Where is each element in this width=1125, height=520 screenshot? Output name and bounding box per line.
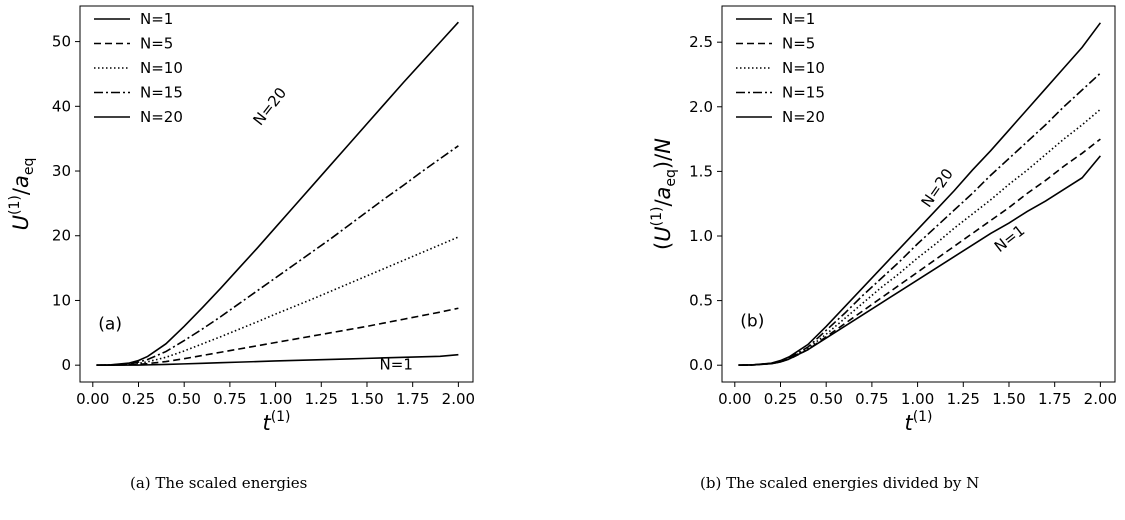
x-tick-label: 2.00 — [1084, 390, 1117, 408]
x-tick-label: 0.00 — [76, 390, 109, 408]
legend-label: N=5 — [782, 35, 815, 53]
legend-label: N=10 — [140, 59, 183, 77]
x-tick-label: 1.50 — [350, 390, 383, 408]
x-tick-label: 1.75 — [1038, 390, 1071, 408]
y-tick-label: 0.0 — [689, 356, 713, 374]
legend-label: N=5 — [140, 35, 173, 53]
curve-annotation: N=20 — [918, 165, 957, 210]
curve-annotation: N=1 — [991, 221, 1028, 256]
y-tick-label: 0.5 — [689, 292, 713, 310]
curve-annotation: N=1 — [380, 356, 413, 374]
y-tick-label: 1.5 — [689, 162, 713, 180]
y-tick-label: 50 — [52, 33, 71, 51]
y-tick-label: 10 — [52, 291, 71, 309]
legend-label: N=1 — [782, 10, 815, 28]
series-line-n1 — [96, 353, 459, 366]
legend-label: N=15 — [140, 84, 183, 102]
legend-label: N=20 — [140, 108, 183, 126]
x-tick-label: 1.75 — [396, 390, 429, 408]
x-axis-label: t(1) — [262, 409, 290, 435]
series-line-n15 — [738, 72, 1101, 366]
series-line-n1 — [738, 155, 1101, 366]
x-tick-label: 0.50 — [167, 390, 200, 408]
x-axis-label: t(1) — [904, 409, 932, 435]
x-tick-label: 0.25 — [122, 390, 155, 408]
panel-label: (b) — [740, 311, 764, 331]
legend-label: N=10 — [782, 59, 825, 77]
series-line-n10 — [96, 236, 459, 366]
y-tick-label: 0 — [61, 356, 71, 374]
y-tick-label: 30 — [52, 162, 71, 180]
x-tick-label: 0.50 — [809, 390, 842, 408]
x-tick-label: 0.00 — [718, 390, 751, 408]
x-tick-label: 1.25 — [947, 390, 980, 408]
series-line-n5 — [96, 307, 459, 366]
plot-frame — [79, 5, 474, 383]
x-tick-label: 0.25 — [764, 390, 797, 408]
x-tick-label: 1.00 — [259, 390, 292, 408]
x-tick-label: 0.75 — [855, 390, 888, 408]
caption-b: (b) The scaled energies divided by N — [700, 474, 980, 492]
panel-b: 0.00 0.25 0.50 0.75 1.00 1.25 1.50 1.75 2.00 0.0 0… — [649, 5, 1117, 435]
legend-label: N=15 — [782, 84, 825, 102]
x-tick-label: 1.50 — [992, 390, 1025, 408]
y-axis-label: (U(1)/aeq)/N — [649, 138, 679, 250]
panel-label: (a) — [98, 315, 122, 335]
x-tick-label: 1.25 — [305, 390, 338, 408]
caption-a: (a) The scaled energies — [130, 474, 308, 492]
x-tick-label: 2.00 — [442, 390, 475, 408]
x-tick-label: 1.00 — [901, 390, 934, 408]
y-tick-label: 2.5 — [689, 33, 713, 51]
legend: N=1 N=5 N=10 N=15 N=20 — [94, 10, 183, 126]
y-tick-label: 2.0 — [689, 98, 713, 116]
series-line-n10 — [738, 108, 1101, 366]
legend-label: N=20 — [782, 108, 825, 126]
y-tick-label: 1.0 — [689, 227, 713, 245]
series-line-n20 — [738, 22, 1102, 366]
y-tick-label: 40 — [52, 97, 71, 115]
series-line-n5 — [738, 138, 1101, 366]
series-line-n15 — [96, 145, 459, 366]
legend-label: N=1 — [140, 10, 173, 28]
y-axis-label: U(1)/aeq — [7, 158, 37, 231]
series-line-n20 — [96, 21, 459, 366]
plot-frame — [721, 5, 1116, 383]
curve-annotation: N=20 — [250, 84, 291, 129]
panel-a: 0.00 0.25 0.50 0.75 1.00 1.25 1.50 1.75 2.00 0 10 2… — [7, 5, 475, 435]
y-tick-label: 20 — [52, 227, 71, 245]
x-tick-label: 0.75 — [213, 390, 246, 408]
legend: N=1 N=5 N=10 N=15 N=20 — [736, 10, 825, 126]
